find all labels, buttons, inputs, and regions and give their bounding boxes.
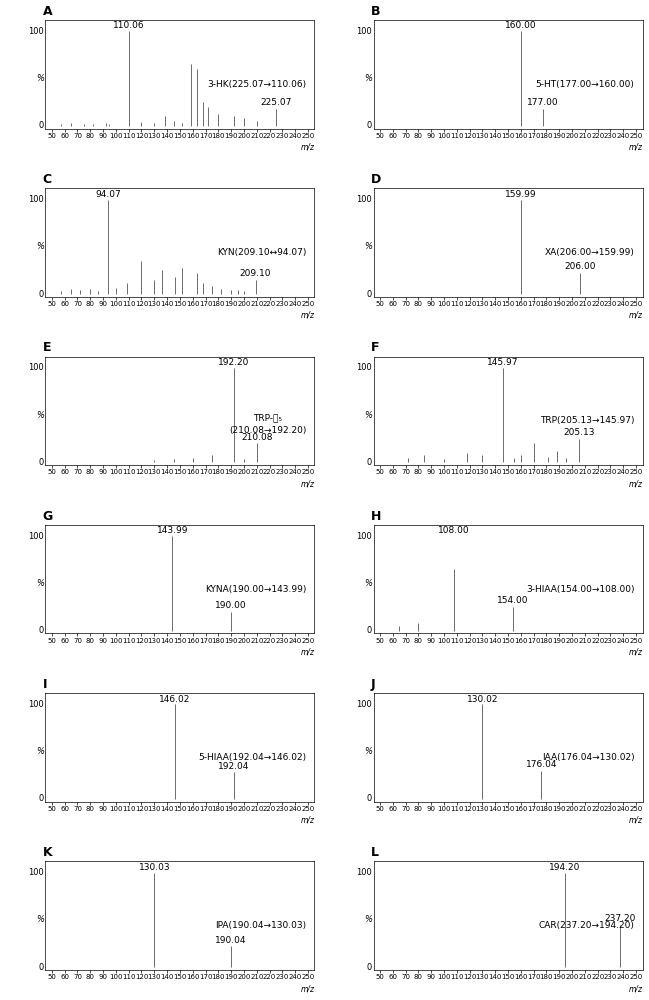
Text: %: % [364,579,373,588]
Text: %: % [36,411,44,420]
Text: 145.97: 145.97 [487,358,519,367]
Text: 0: 0 [39,290,44,299]
Text: 0: 0 [367,121,373,130]
Text: F: F [371,341,380,354]
Text: 177.00: 177.00 [527,98,558,107]
Text: %: % [364,74,373,83]
Text: 190.00: 190.00 [215,601,247,610]
Text: G: G [43,510,53,523]
Text: 0: 0 [367,794,373,803]
Text: m/z: m/z [300,648,314,657]
Text: 0: 0 [39,794,44,803]
Text: 0: 0 [39,458,44,467]
Text: 190.04: 190.04 [215,936,247,945]
Text: 0: 0 [39,121,44,130]
Text: 94.07: 94.07 [95,190,121,199]
Text: B: B [371,5,380,18]
Text: %: % [364,242,373,251]
Text: 100: 100 [356,868,373,877]
Text: m/z: m/z [300,816,314,825]
Text: L: L [371,846,379,859]
Text: 100: 100 [29,700,44,709]
Text: 0: 0 [39,963,44,972]
Text: 130.03: 130.03 [138,863,170,872]
Text: A: A [43,5,53,18]
Text: I: I [43,678,47,691]
Text: E: E [43,341,51,354]
Text: 143.99: 143.99 [156,526,188,535]
Text: m/z: m/z [628,984,643,993]
Text: %: % [364,411,373,420]
Text: 108.00: 108.00 [439,526,470,535]
Text: 5-HT(177.00→160.00): 5-HT(177.00→160.00) [535,80,635,89]
Text: 0: 0 [367,290,373,299]
Text: %: % [36,74,44,83]
Text: %: % [36,242,44,251]
Text: 110.06: 110.06 [113,21,145,30]
Text: 100: 100 [29,195,44,204]
Text: KYNA(190.00→143.99): KYNA(190.00→143.99) [205,585,306,594]
Text: 5-HIAA(192.04→146.02): 5-HIAA(192.04→146.02) [198,753,306,762]
Text: CAR(237.20→194.20): CAR(237.20→194.20) [539,921,635,930]
Text: J: J [371,678,376,691]
Text: H: H [371,510,381,523]
Text: 0: 0 [39,626,44,635]
Text: m/z: m/z [628,816,643,825]
Text: KYN(209.10↔94.07): KYN(209.10↔94.07) [217,248,306,257]
Text: C: C [43,173,52,186]
Text: 205.13: 205.13 [563,428,594,437]
Text: K: K [43,846,53,859]
Text: 100: 100 [29,363,44,372]
Text: 160.00: 160.00 [505,21,537,30]
Text: m/z: m/z [628,648,643,657]
Text: 237.20: 237.20 [604,914,635,923]
Text: m/z: m/z [628,311,643,320]
Text: 176.04: 176.04 [526,760,557,769]
Text: m/z: m/z [300,311,314,320]
Text: 0: 0 [367,458,373,467]
Text: 192.20: 192.20 [218,358,250,367]
Text: IAA(176.04→130.02): IAA(176.04→130.02) [542,753,635,762]
Text: 206.00: 206.00 [564,262,596,271]
Text: 146.02: 146.02 [159,695,191,704]
Text: 100: 100 [356,363,373,372]
Text: %: % [36,915,44,924]
Text: TRP-𝑑₅
(210.08→192.20): TRP-𝑑₅ (210.08→192.20) [229,413,306,435]
Text: 100: 100 [356,532,373,541]
Text: %: % [36,747,44,756]
Text: m/z: m/z [628,479,643,488]
Text: 100: 100 [356,27,373,36]
Text: 154.00: 154.00 [497,596,529,605]
Text: 209.10: 209.10 [240,269,271,278]
Text: %: % [364,915,373,924]
Text: 192.04: 192.04 [218,762,249,771]
Text: 159.99: 159.99 [505,190,537,199]
Text: 100: 100 [29,532,44,541]
Text: 100: 100 [356,195,373,204]
Text: 225.07: 225.07 [260,98,292,107]
Text: 3-HIAA(154.00→108.00): 3-HIAA(154.00→108.00) [526,585,635,594]
Text: m/z: m/z [628,143,643,152]
Text: 3-HK(225.07→110.06): 3-HK(225.07→110.06) [207,80,306,89]
Text: IPA(190.04→130.03): IPA(190.04→130.03) [215,921,306,930]
Text: 0: 0 [367,626,373,635]
Text: %: % [36,579,44,588]
Text: %: % [364,747,373,756]
Text: 210.08: 210.08 [241,433,273,442]
Text: 100: 100 [29,27,44,36]
Text: 0: 0 [367,963,373,972]
Text: D: D [371,173,381,186]
Text: XA(206.00→159.99): XA(206.00→159.99) [545,248,635,257]
Text: 100: 100 [356,700,373,709]
Text: TRP(205.13→145.97): TRP(205.13→145.97) [540,416,635,425]
Text: m/z: m/z [300,479,314,488]
Text: 194.20: 194.20 [549,863,580,872]
Text: 130.02: 130.02 [467,695,498,704]
Text: m/z: m/z [300,984,314,993]
Text: m/z: m/z [300,143,314,152]
Text: 100: 100 [29,868,44,877]
